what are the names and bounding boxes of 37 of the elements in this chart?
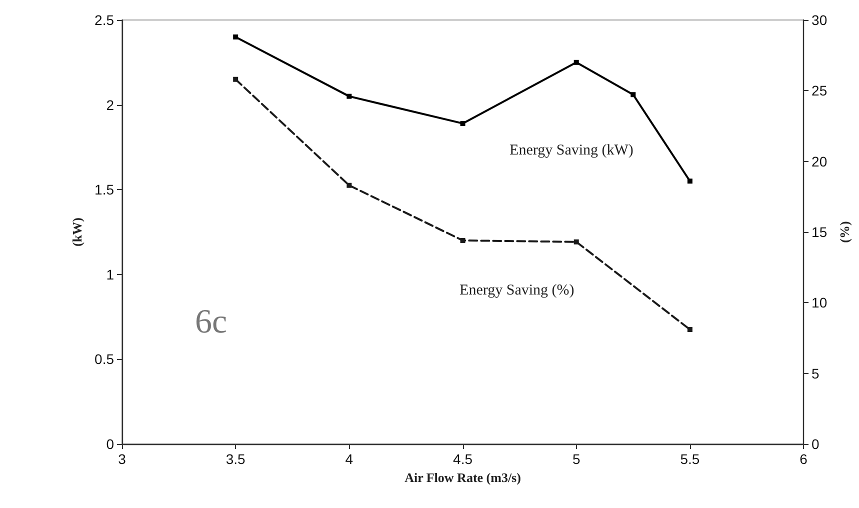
x-tick-label: 6 bbox=[800, 451, 808, 467]
y2-tick-label: 5 bbox=[812, 365, 820, 382]
y-tick-label: 1.5 bbox=[94, 182, 114, 198]
y2-tick-label: 20 bbox=[812, 153, 828, 170]
point bbox=[346, 182, 352, 188]
point bbox=[460, 238, 466, 243]
point bbox=[574, 60, 579, 65]
point bbox=[346, 94, 352, 99]
x-tick-label: 5 bbox=[572, 451, 580, 467]
y-tick-label: 1 bbox=[106, 266, 114, 282]
y-tick-label: 0.5 bbox=[94, 351, 114, 368]
point bbox=[574, 239, 579, 244]
x-axis-title: Air Flow Rate (m3/s) bbox=[404, 470, 521, 485]
x-tick-label: 3.5 bbox=[226, 451, 246, 467]
y-axis-title: (kW) bbox=[70, 218, 85, 246]
y2-tick-label: 0 bbox=[812, 436, 820, 452]
point bbox=[233, 76, 238, 82]
point bbox=[233, 34, 238, 40]
x-tick-label: 4 bbox=[345, 451, 354, 467]
x-tick-label: 3 bbox=[118, 451, 126, 467]
annotation: 6c bbox=[195, 304, 228, 340]
point bbox=[687, 327, 692, 332]
y2-tick-label: 30 bbox=[812, 12, 828, 28]
y-tick-label: 2.5 bbox=[94, 12, 114, 28]
point bbox=[630, 92, 636, 98]
y2-tick-label: 25 bbox=[812, 82, 828, 99]
point bbox=[687, 178, 692, 184]
x-tick-label: 4.5 bbox=[453, 451, 473, 467]
series-label: Energy Saving (kW) bbox=[510, 142, 634, 158]
y-tick-label: 0 bbox=[106, 436, 114, 452]
point bbox=[460, 120, 466, 126]
x-tick-label: 5.5 bbox=[680, 451, 700, 467]
text: Energy Saving (%) bbox=[460, 282, 574, 299]
y-tick-label: 2 bbox=[106, 96, 114, 113]
y2-axis-title: (%) bbox=[837, 221, 852, 243]
y2-tick-label: 10 bbox=[812, 294, 828, 311]
y2-tick-label: 15 bbox=[812, 224, 828, 240]
